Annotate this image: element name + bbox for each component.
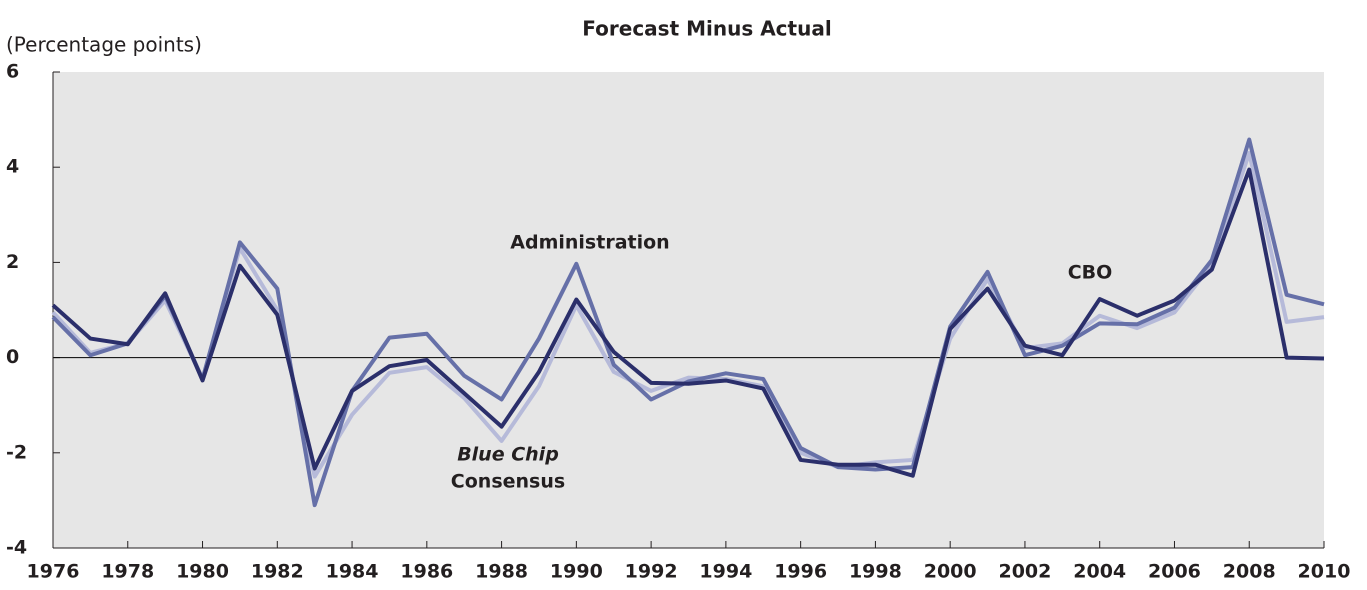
y-tick-label: 4 [6, 156, 19, 178]
x-tick-label: 1988 [475, 561, 528, 583]
chart-title: Forecast Minus Actual [582, 17, 831, 41]
y-tick-label: 0 [6, 346, 19, 368]
x-tick-label: 2000 [924, 561, 977, 583]
x-tick-label: 1994 [699, 561, 752, 583]
x-tick-label: 1976 [27, 561, 80, 583]
x-tick-label: 2008 [1223, 561, 1276, 583]
y-tick-label: 2 [6, 251, 19, 273]
x-tick-label: 1998 [849, 561, 902, 583]
series-line [51, 150, 1325, 479]
y-tick-label: -4 [6, 537, 27, 559]
x-tick-label: 1982 [251, 561, 304, 583]
y-tick-label: -2 [6, 441, 27, 463]
x-tick-label: 1986 [400, 561, 453, 583]
series-label: Administration [510, 232, 669, 254]
series-label: Blue Chip [457, 444, 559, 466]
x-tick-label: 1980 [176, 561, 229, 583]
y-tick-label: 6 [6, 61, 19, 83]
x-tick-label: 1996 [774, 561, 827, 583]
series-label: Consensus [451, 471, 565, 493]
x-tick-label: 2010 [1298, 561, 1351, 583]
plot-area [53, 72, 1324, 548]
x-tick-label: 1992 [625, 561, 678, 583]
x-tick-label: 1978 [101, 561, 154, 583]
y-axis-label: (Percentage points) [6, 33, 202, 57]
x-tick-label: 2004 [1073, 561, 1126, 583]
series-line [51, 137, 1325, 508]
series-line [51, 167, 1325, 478]
x-tick-label: 1984 [326, 561, 379, 583]
x-tick-label: 1990 [550, 561, 603, 583]
series-label: CBO [1068, 262, 1113, 284]
x-tick-label: 2006 [1148, 561, 1201, 583]
x-tick-label: 2002 [998, 561, 1051, 583]
